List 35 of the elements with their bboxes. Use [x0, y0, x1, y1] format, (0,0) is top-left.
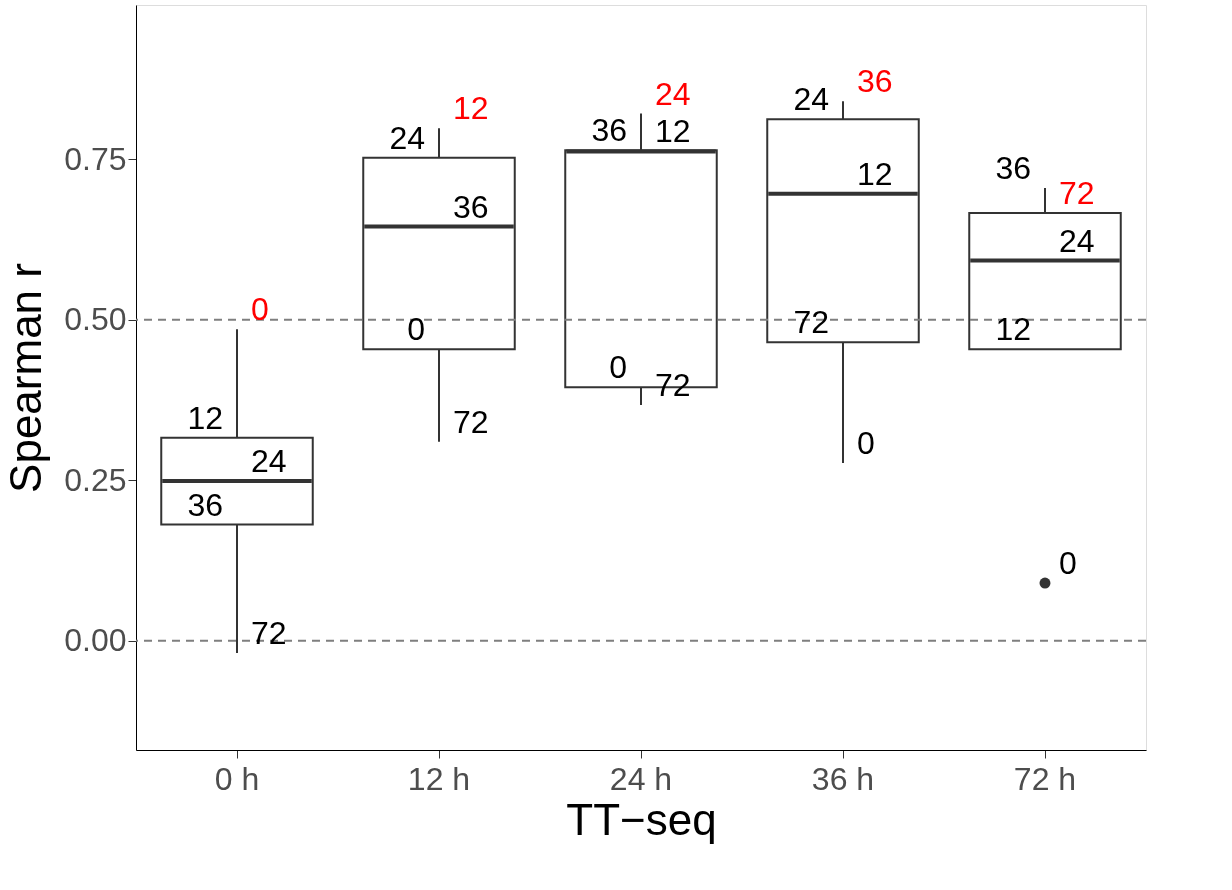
- y-tick-label: 0.00: [64, 622, 127, 659]
- annotation: 72: [1059, 175, 1095, 212]
- annotation: 0: [857, 424, 875, 461]
- x-axis-title: TT−seq: [566, 794, 717, 844]
- annotation: 0: [251, 291, 269, 328]
- annotation: 0: [407, 311, 425, 348]
- y-tick-label: 0.75: [64, 140, 127, 177]
- annotation: 72: [453, 403, 489, 440]
- annotation: 12: [187, 399, 223, 436]
- annotation: 12: [655, 113, 691, 150]
- annotation: 0: [609, 349, 627, 386]
- x-tick-label: 12 h: [407, 760, 471, 797]
- annotation: 72: [793, 304, 829, 341]
- annotation: 36: [995, 150, 1031, 187]
- annotation: 12: [857, 155, 893, 192]
- annotation: 36: [857, 63, 893, 100]
- annotation: 12: [995, 311, 1031, 348]
- annotation: 24: [251, 442, 287, 479]
- annotation: 24: [793, 81, 829, 118]
- x-tick-label: 36 h: [811, 760, 875, 797]
- x-tick-label: 24 h: [609, 760, 673, 797]
- annotation: 24: [1059, 222, 1095, 259]
- y-tick-label: 0.25: [64, 461, 127, 498]
- x-tick-label: 72 h: [1013, 760, 1077, 797]
- y-axis-title: Spearman r: [1, 263, 51, 493]
- y-tick-label: 0.50: [64, 301, 127, 338]
- annotation: 36: [187, 486, 223, 523]
- annotation: 72: [251, 615, 287, 652]
- annotation: 36: [591, 112, 627, 149]
- annotation: 36: [453, 188, 489, 225]
- annotation: 12: [453, 90, 489, 127]
- annotation: 24: [389, 119, 425, 156]
- annotation: 24: [655, 75, 691, 112]
- annotation: 0: [1059, 545, 1077, 582]
- x-tick-label: 0 h: [214, 760, 260, 797]
